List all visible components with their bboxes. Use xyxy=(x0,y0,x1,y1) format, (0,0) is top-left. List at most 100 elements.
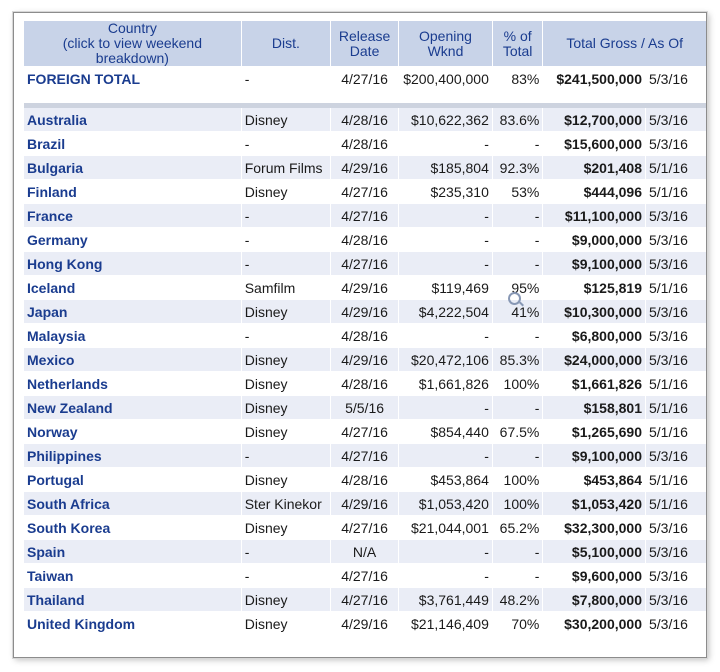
dist-cell: Ster Kinekor xyxy=(241,491,332,516)
asof-cell: 5/1/16 xyxy=(645,155,706,180)
asof-cell: 5/1/16 xyxy=(645,467,706,492)
opening-cell: - xyxy=(398,227,493,252)
country-link[interactable]: Hong Kong xyxy=(27,255,103,272)
release-cell: 4/29/16 xyxy=(330,347,400,372)
opening-cell: - xyxy=(398,443,493,468)
header-pct-line1: % of xyxy=(503,27,532,44)
opening-cell: $854,440 xyxy=(398,419,493,444)
gross-cell: $24,000,000 xyxy=(542,347,646,372)
country-link[interactable]: Bulgaria xyxy=(27,159,84,176)
gross-cell: $10,300,000 xyxy=(542,299,646,324)
gross-cell: $7,800,000 xyxy=(542,587,646,612)
country-link[interactable]: Portugal xyxy=(27,471,84,488)
total-pct: 83% xyxy=(492,66,544,93)
table-row: Taiwan -4/27/16- - $9,600,000 5/3/16 xyxy=(24,563,706,588)
gross-cell: $444,096 xyxy=(542,179,646,204)
release-cell: 5/5/16 xyxy=(330,395,400,420)
header-opening[interactable]: Opening Wknd xyxy=(398,21,493,66)
dist-cell: Disney xyxy=(241,515,332,540)
release-cell: 4/29/16 xyxy=(330,155,400,180)
header-pct[interactable]: % of Total xyxy=(492,21,544,66)
gross-cell: $1,265,690 xyxy=(542,419,646,444)
opening-cell: - xyxy=(398,563,493,588)
total-dist: - xyxy=(241,66,332,93)
country-link[interactable]: South Africa xyxy=(27,495,110,512)
country-cell: Iceland xyxy=(24,275,242,300)
country-link[interactable]: South Korea xyxy=(27,519,111,536)
pct-cell: 92.3% xyxy=(492,155,544,180)
country-cell: Finland xyxy=(24,179,242,204)
country-link[interactable]: Japan xyxy=(27,303,68,320)
release-cell: 4/28/16 xyxy=(330,323,400,348)
country-link[interactable]: Germany xyxy=(27,231,88,248)
asof-cell: 5/3/16 xyxy=(645,131,706,156)
country-link[interactable]: Thailand xyxy=(27,591,85,608)
asof-cell: 5/1/16 xyxy=(645,371,706,396)
dist-cell: - xyxy=(241,323,332,348)
screenshot-frame: Country (click to view weekend breakdown… xyxy=(13,12,707,658)
gross-cell: $9,100,000 xyxy=(542,443,646,468)
country-link[interactable]: United Kingdom xyxy=(27,615,136,632)
release-cell: 4/27/16 xyxy=(330,515,400,540)
asof-cell: 5/3/16 xyxy=(645,203,706,228)
header-gross[interactable]: Total Gross / As Of xyxy=(542,21,706,66)
opening-cell: $185,804 xyxy=(398,155,493,180)
release-cell: 4/29/16 xyxy=(330,611,400,636)
asof-cell: 5/1/16 xyxy=(645,395,706,420)
country-link[interactable]: Finland xyxy=(27,183,77,200)
dist-cell: - xyxy=(241,227,332,252)
dist-cell: Disney xyxy=(241,587,332,612)
gross-cell: $9,600,000 xyxy=(542,563,646,588)
pct-cell: 85.3% xyxy=(492,347,544,372)
country-link[interactable]: Norway xyxy=(27,423,78,440)
country-cell: Australia xyxy=(24,105,242,132)
asof-cell: 5/3/16 xyxy=(645,251,706,276)
asof-cell: 5/3/16 xyxy=(645,227,706,252)
header-release-line2: Date xyxy=(349,42,380,59)
country-link[interactable]: Brazil xyxy=(27,135,66,152)
dist-cell: Disney xyxy=(241,179,332,204)
dist-cell: - xyxy=(241,131,332,156)
country-link[interactable]: Taiwan xyxy=(27,567,74,584)
header-dist[interactable]: Dist. xyxy=(241,21,332,66)
table-row: Portugal Disney 4/28/16 $453,864 100% $453,86… xyxy=(24,467,706,492)
header-country[interactable]: Country (click to view weekend breakdown… xyxy=(24,21,242,66)
country-link[interactable]: Netherlands xyxy=(27,375,108,392)
country-link[interactable]: Spain xyxy=(27,543,66,560)
gross-cell: $32,300,000 xyxy=(542,515,646,540)
country-link[interactable]: Malaysia xyxy=(27,327,86,344)
country-link[interactable]: Mexico xyxy=(27,351,75,368)
country-link[interactable]: New Zealand xyxy=(27,399,113,416)
opening-cell: $1,661,826 xyxy=(398,371,493,396)
pct-cell: 53% xyxy=(492,179,544,204)
country-link[interactable]: Australia xyxy=(27,111,87,128)
dist-cell: - xyxy=(241,251,332,276)
foreign-total-row: FOREIGN TOTAL - 4/27/16 $200,400,000 83%… xyxy=(24,66,706,93)
table-row: Thailand Disney 4/27/16 $3,761,449 48.2% $7,8… xyxy=(24,587,706,612)
pct-cell: - xyxy=(492,251,544,276)
asof-cell: 5/3/16 xyxy=(645,539,706,564)
asof-cell: 5/1/16 xyxy=(645,275,706,300)
asof-cell: 5/3/16 xyxy=(645,323,706,348)
dist-cell: - xyxy=(241,563,332,588)
gross-cell: $12,700,000 xyxy=(542,105,646,132)
header-release-line1: Release xyxy=(338,27,391,44)
dist-cell: - xyxy=(241,203,332,228)
country-link[interactable]: Iceland xyxy=(27,279,76,296)
country-cell: Taiwan xyxy=(24,563,242,588)
asof-cell: 5/1/16 xyxy=(645,491,706,516)
country-cell: Mexico xyxy=(24,347,242,372)
asof-cell: 5/1/16 xyxy=(645,179,706,204)
country-link[interactable]: France xyxy=(27,207,73,224)
gross-cell: $1,661,826 xyxy=(542,371,646,396)
table-row: South Africa Ster Kinekor 4/29/16 $1,053,42… xyxy=(24,491,706,516)
dist-cell: Disney xyxy=(241,105,332,132)
header-release[interactable]: Release Date xyxy=(330,21,400,66)
country-link[interactable]: Philippines xyxy=(27,447,102,464)
asof-cell: 5/3/16 xyxy=(645,299,706,324)
country-cell: New Zealand xyxy=(24,395,242,420)
gross-cell: $453,864 xyxy=(542,467,646,492)
gross-cell: $11,100,000 xyxy=(542,203,646,228)
opening-cell: $10,622,362 xyxy=(398,105,493,132)
opening-cell: $1,053,420 xyxy=(398,491,493,516)
